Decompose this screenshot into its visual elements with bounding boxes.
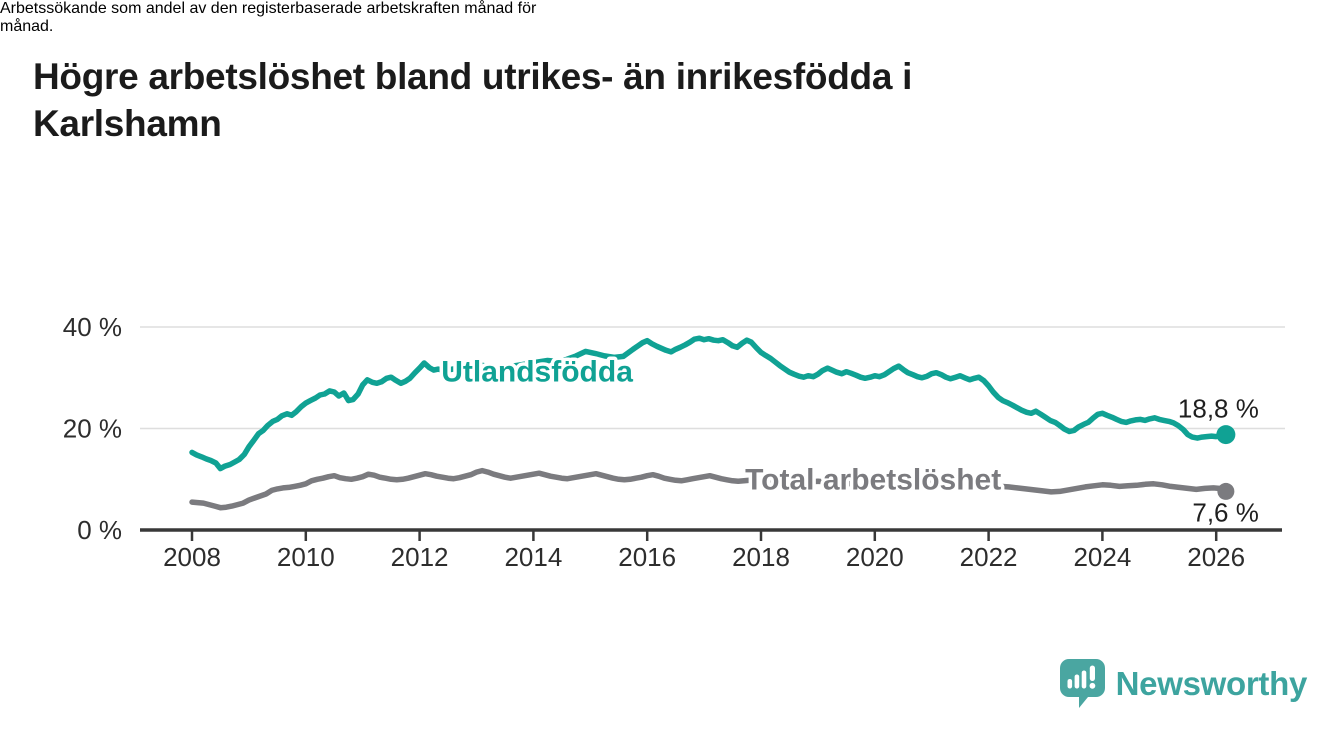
x-tick-label: 2008: [163, 542, 221, 572]
end-dot-total-arbetsloshet: [1217, 482, 1235, 500]
bar-icon-medium: [1074, 674, 1079, 689]
page-title: Högre arbetslöshet bland utrikes- än inr…: [33, 53, 1233, 148]
y-tick-label: 0 %: [77, 515, 122, 545]
end-value-label-total-arbetsloshet: 7,6 %: [1192, 497, 1259, 527]
x-tick-label: 2012: [391, 542, 449, 572]
chart-plot-area: 2008 2010 2012 2014 2016 2018 2020 2022 2024 2026…: [63, 312, 1285, 572]
newsworthy-logo-text: Newsworthy: [1115, 664, 1308, 702]
series-label-total-arbetsloshet: Total arbetslöshet: [745, 463, 1001, 496]
newsworthy-logo: Newsworthy: [1059, 659, 1308, 708]
end-dot-utlandsfodda: [1216, 425, 1236, 445]
chart-subtitle-line-1: Arbetssökande som andel av den registerb…: [0, 0, 537, 17]
x-tick-label: 2010: [277, 542, 335, 572]
series-line-total-arbetsloshet: [189, 467, 1229, 511]
page-title-line-2: Karlshamn: [33, 103, 222, 145]
bar-icon-large: [1081, 670, 1086, 689]
series-label-utlandsfodda: Utlandsfödda: [441, 356, 633, 389]
y-tick-label: 20 %: [63, 414, 122, 444]
unemployment-line-chart: 2008 2010 2012 2014 2016 2018 2020 2022 2024 2026…: [63, 312, 1285, 572]
x-tick-label: 2022: [960, 542, 1018, 572]
x-tick-label: 2016: [618, 542, 676, 572]
newsworthy-chart-bubble-icon: [1059, 659, 1105, 708]
x-tick-label: 2020: [846, 542, 904, 572]
y-tick-label: 40 %: [63, 312, 122, 342]
chart-subtitle-line-2: månad.: [0, 18, 54, 35]
bar-icon-small: [1067, 679, 1072, 689]
x-tick-label: 2014: [504, 542, 562, 572]
page-title-line-1: Högre arbetslöshet bland utrikes- än inr…: [33, 55, 913, 97]
exclamation-icon-dot: [1089, 682, 1095, 689]
chart-header: Högre arbetslöshet bland utrikes- än inr…: [0, 0, 1340, 144]
x-tick-label: 2024: [1073, 542, 1131, 572]
series-line-utlandsfodda: [189, 335, 1229, 472]
x-tick-label: 2018: [732, 542, 790, 572]
end-value-label-utlandsfodda: 18,8 %: [1178, 394, 1259, 424]
x-tick-label: 2026: [1187, 542, 1245, 572]
exclamation-icon-stem: [1089, 665, 1095, 681]
